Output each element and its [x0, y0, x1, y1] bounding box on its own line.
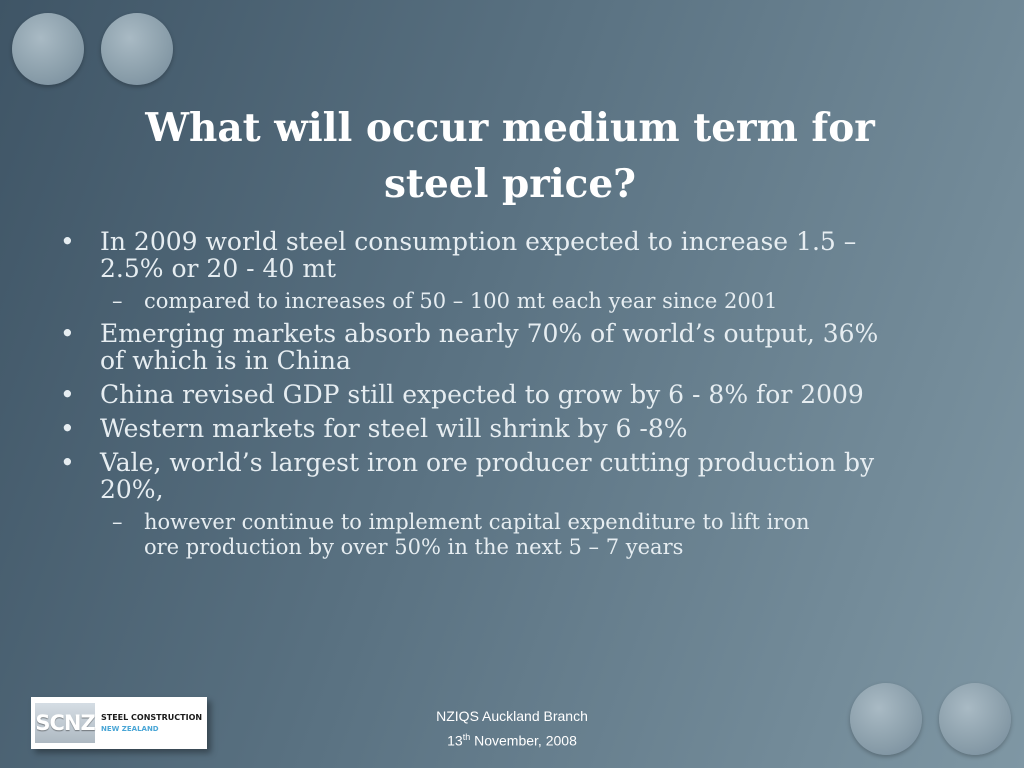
bullet-marker: • [60, 380, 75, 409]
footer-organization: NZIQS Auckland Branch [436, 708, 588, 724]
logo-mark: SCNZ [35, 703, 96, 743]
decorative-circle-bottom-left [850, 683, 922, 755]
logo-text-line-2: NEW ZEALAND [101, 725, 159, 733]
bullet-text-line: Vale, world’s largest iron ore producer … [100, 448, 875, 477]
bullet-text-line: Emerging markets absorb nearly 70% of wo… [100, 319, 879, 348]
title-line-2: steel price? [383, 161, 637, 207]
footer-date-suffix: th [462, 732, 471, 742]
footer-date: 13th November, 2008 [370, 727, 654, 752]
decorative-circle-top-left [12, 13, 84, 85]
bullet-item: • Emerging markets absorb nearly 70% of … [60, 320, 960, 374]
bullet-marker: • [60, 227, 75, 256]
slide-footer: NZIQS Auckland Branch 13th November, 200… [370, 706, 654, 752]
sub-bullet-marker: – [112, 510, 123, 534]
slide-title: What will occur medium term for steel pr… [70, 100, 950, 212]
logo-text-line-1: STEEL CONSTRUCTION [101, 713, 203, 722]
title-line-1: What will occur medium term for [145, 105, 875, 151]
bullet-list: • In 2009 world steel consumption expect… [60, 228, 960, 566]
bullet-text-line: 2.5% or 20 - 40 mt [100, 254, 337, 283]
bullet-marker: • [60, 414, 75, 443]
decorative-circle-bottom-right [939, 683, 1011, 755]
scnz-logo: SCNZ STEEL CONSTRUCTION NEW ZEALAND [31, 697, 207, 749]
bullet-item: • China revised GDP still expected to gr… [60, 381, 960, 408]
sub-bullet-marker: – [112, 289, 123, 313]
decorative-circle-top-right [101, 13, 173, 85]
bullet-text-line: In 2009 world steel consumption expected… [100, 227, 857, 256]
bullet-text: Western markets for steel will shrink by… [100, 414, 688, 443]
footer-date-day: 13 [447, 732, 463, 749]
sub-bullet-item: – compared to increases of 50 – 100 mt e… [60, 289, 960, 314]
sub-bullet-text-line: ore production by over 50% in the next 5… [144, 535, 684, 559]
bullet-marker: • [60, 319, 75, 348]
sub-bullet-text-line: however continue to implement capital ex… [144, 510, 810, 534]
bullet-text-line: of which is in China [100, 346, 351, 375]
sub-bullet-text: compared to increases of 50 – 100 mt eac… [144, 289, 778, 313]
bullet-marker: • [60, 448, 75, 477]
bullet-text: China revised GDP still expected to grow… [100, 380, 864, 409]
bullet-text-line: 20%, [100, 475, 164, 504]
sub-bullet-item: – however continue to implement capital … [60, 510, 960, 560]
bullet-item: • In 2009 world steel consumption expect… [60, 228, 960, 282]
bullet-item: • Vale, world’s largest iron ore produce… [60, 449, 960, 503]
bullet-item: • Western markets for steel will shrink … [60, 415, 960, 442]
footer-date-rest: November, 2008 [470, 732, 577, 749]
